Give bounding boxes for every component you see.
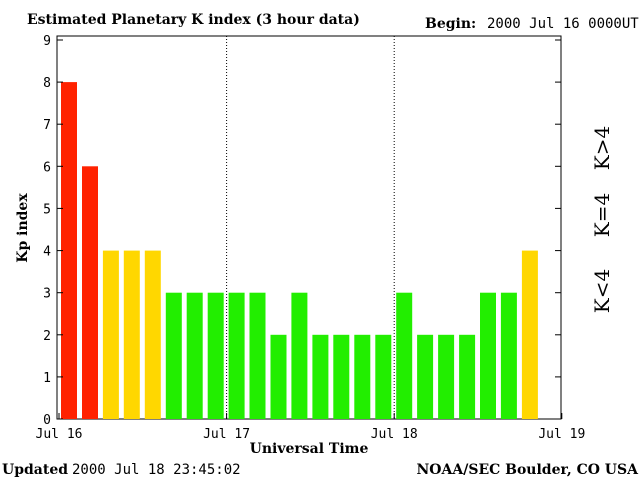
kp-bar — [102, 250, 119, 419]
kp-bar — [165, 292, 182, 419]
kp-bar — [396, 292, 413, 419]
begin-label: Begin: — [425, 16, 476, 32]
plot-frame — [56, 35, 562, 420]
kp-bar — [144, 250, 161, 419]
kp-bar — [270, 334, 287, 419]
legend-k-greater-4: K>4 — [590, 126, 614, 170]
y-tick-label: 2 — [43, 329, 51, 344]
x-tick-label: Jul 17 — [203, 427, 250, 442]
x-tick-label: Jul 18 — [371, 427, 418, 442]
y-tick-label: 5 — [43, 202, 51, 217]
y-tick-label: 8 — [43, 76, 51, 91]
x-tick-label: Jul 19 — [538, 427, 585, 442]
kp-bar — [417, 334, 434, 419]
kp-bar — [123, 250, 140, 419]
chart-title: Estimated Planetary K index (3 hour data… — [27, 12, 360, 28]
legend-k-less-4: K<4 — [590, 269, 614, 313]
kp-bar — [186, 292, 203, 419]
kp-bar — [480, 292, 496, 419]
y-tick-label: 4 — [43, 245, 51, 260]
day-separators — [226, 36, 395, 419]
kp-bar — [61, 82, 77, 419]
kp-bar — [459, 334, 476, 419]
kp-bar — [500, 292, 517, 419]
bars — [61, 82, 538, 419]
y-tick-label: 1 — [43, 371, 51, 386]
kp-bar — [438, 334, 455, 419]
y-axis-title: Kp index — [15, 193, 31, 263]
updated-label: Updated — [2, 462, 68, 478]
kp-bar — [82, 166, 98, 419]
kp-bar — [375, 334, 392, 419]
kp-bar — [228, 292, 245, 419]
kp-bar — [312, 334, 329, 419]
y-tick-label: 7 — [43, 118, 51, 133]
y-tick-label: 0 — [43, 413, 51, 428]
y-tick-label: 6 — [43, 160, 51, 175]
x-axis-title: Universal Time — [250, 441, 369, 457]
y-axis-ticks: 0 1 2 3 4 5 6 7 8 9 — [43, 34, 561, 428]
legend-k-equal-4: K=4 — [590, 193, 614, 237]
kp-bar — [333, 334, 350, 419]
kp-bar — [354, 334, 371, 419]
kp-bar — [249, 292, 266, 419]
updated-value: 2000 Jul 18 23:45:02 — [72, 462, 241, 478]
x-tick-label: Jul 16 — [36, 427, 83, 442]
kp-bar — [291, 292, 308, 419]
y-tick-label: 3 — [43, 287, 51, 302]
source-credit: NOAA/SEC Boulder, CO USA — [417, 462, 640, 478]
kp-bar — [521, 250, 538, 419]
y-tick-label: 9 — [43, 34, 51, 49]
kp-bar — [207, 292, 224, 419]
x-axis-ticks: Jul 16 Jul 17 Jul 18 Jul 19 — [36, 413, 585, 442]
begin-value: 2000 Jul 16 0000UT — [487, 16, 639, 32]
